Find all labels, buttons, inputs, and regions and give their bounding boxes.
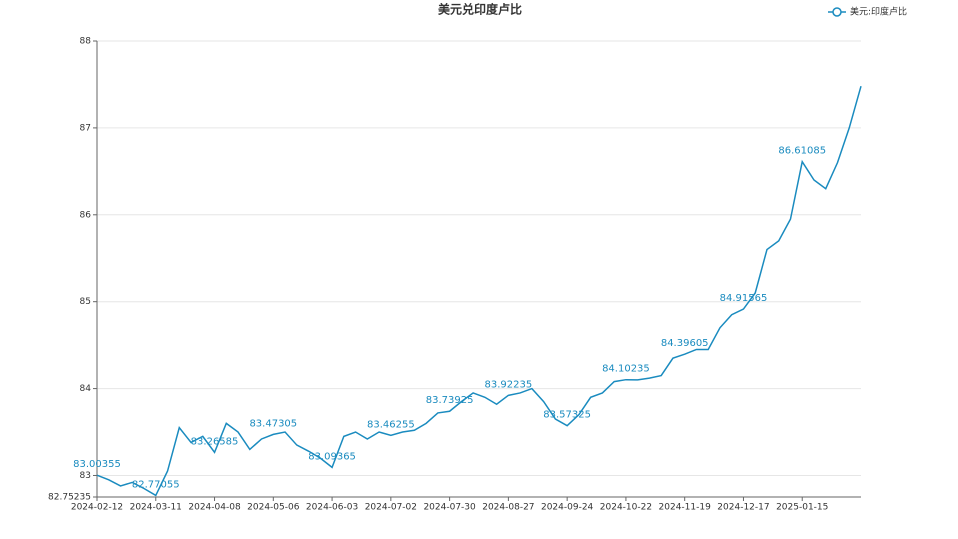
x-tick-label: 2024-02-12 bbox=[71, 503, 123, 513]
y-tick-label: 84 bbox=[80, 384, 92, 394]
x-tick-label: 2024-08-27 bbox=[482, 503, 534, 513]
data-label: 83.09365 bbox=[308, 451, 356, 462]
y-tick-label: 88 bbox=[80, 37, 92, 47]
legend-marker bbox=[832, 7, 842, 17]
line-series bbox=[96, 85, 862, 497]
data-label: 83.00355 bbox=[73, 459, 121, 470]
y-tick-label: 82.75235 bbox=[48, 493, 91, 503]
data-label: 82.77055 bbox=[132, 479, 180, 490]
y-tick-label: 87 bbox=[80, 123, 91, 133]
x-tick-label: 2024-05-06 bbox=[247, 503, 300, 513]
x-tick-label: 2024-04-08 bbox=[188, 503, 241, 513]
x-tick-label: 2024-03-11 bbox=[130, 503, 182, 513]
x-tick-label: 2024-09-24 bbox=[541, 503, 594, 513]
chart-title: 美元兑印度卢比 bbox=[438, 2, 522, 17]
x-tick-label: 2024-11-19 bbox=[659, 503, 712, 513]
data-label: 86.61085 bbox=[778, 146, 826, 157]
data-label: 84.10235 bbox=[602, 364, 650, 375]
y-tick-label: 85 bbox=[80, 297, 91, 307]
data-label: 83.26585 bbox=[191, 436, 239, 447]
data-label: 83.73925 bbox=[426, 395, 474, 406]
data-label: 84.91565 bbox=[720, 293, 768, 304]
data-label: 83.92235 bbox=[485, 379, 533, 390]
x-tick-label: 2024-07-02 bbox=[365, 503, 417, 513]
x-tick-label: 2024-06-03 bbox=[306, 503, 358, 513]
data-label: 83.46255 bbox=[367, 419, 415, 430]
data-label: 83.57325 bbox=[543, 410, 591, 421]
y-tick-label: 83 bbox=[80, 471, 91, 481]
y-tick-label: 86 bbox=[80, 210, 92, 220]
legend-label[interactable]: 美元:印度卢比 bbox=[850, 6, 907, 18]
x-tick-label: 2024-07-30 bbox=[423, 503, 476, 513]
x-tick-label: 2024-12-17 bbox=[717, 503, 769, 513]
x-tick-label: 2024-10-22 bbox=[600, 503, 652, 513]
x-tick-label: 2025-01-15 bbox=[776, 503, 828, 513]
data-label: 84.39605 bbox=[661, 338, 709, 349]
data-label: 83.47305 bbox=[249, 418, 297, 429]
